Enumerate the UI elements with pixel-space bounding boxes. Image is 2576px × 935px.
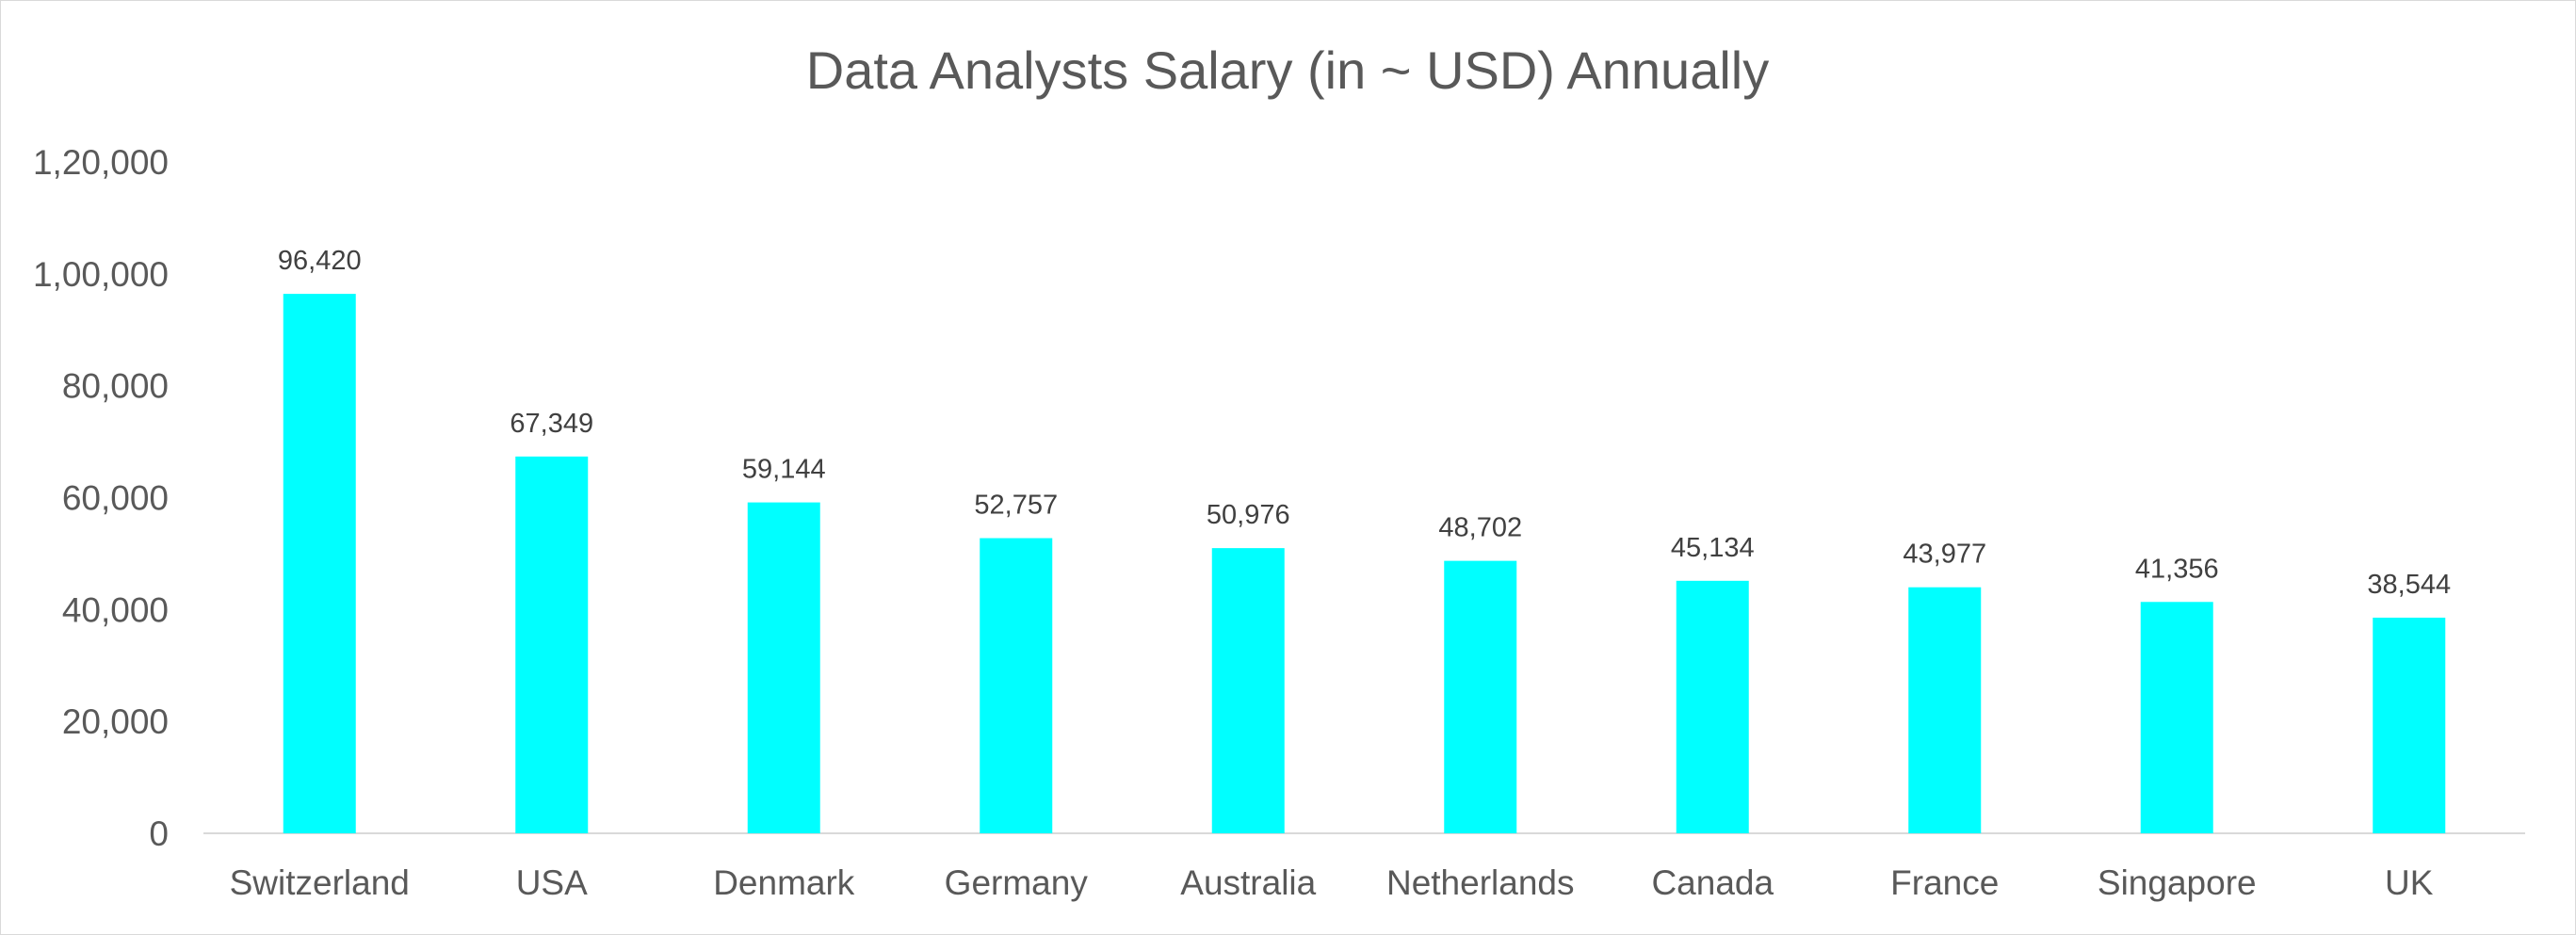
bar-canada [1676, 580, 1749, 833]
bar-switzerland [283, 294, 356, 833]
bar-netherlands [1444, 560, 1517, 833]
bar-denmark [747, 502, 820, 833]
data-label: 43,977 [1903, 540, 1986, 570]
y-tick-label: 80,000 [62, 367, 169, 406]
x-tick-label: UK [2385, 863, 2434, 902]
bar-france [1908, 587, 1982, 833]
x-tick-label: Australia [1180, 863, 1316, 902]
data-labels: 96,420 67,349 59,144 52,757 50,976 48,702 45,1… [278, 246, 2451, 600]
bars [283, 294, 2446, 833]
x-tick-label: USA [516, 863, 588, 902]
data-label: 38,544 [2367, 570, 2451, 600]
bar-uk [2373, 617, 2446, 833]
x-tick-label: France [1890, 863, 1999, 902]
y-tick-label: 0 [149, 814, 169, 853]
y-tick-label: 60,000 [62, 479, 169, 518]
data-label: 41,356 [2135, 554, 2219, 584]
y-tick-label: 40,000 [62, 590, 169, 629]
x-tick-label: Switzerland [230, 863, 410, 902]
bar-germany [980, 538, 1053, 833]
bar-australia [1211, 548, 1285, 833]
x-tick-label: Germany [945, 863, 1089, 902]
bar-singapore [2140, 602, 2213, 833]
x-axis: Switzerland USA Denmark Germany Australia Net… [203, 832, 2525, 902]
data-label: 67,349 [510, 409, 593, 439]
x-tick-label: Singapore [2098, 863, 2257, 902]
data-label: 45,134 [1671, 533, 1755, 563]
chart-title: Data Analysts Salary (in ~ USD) Annually [806, 40, 1769, 100]
y-tick-label: 1,00,000 [33, 255, 169, 294]
data-label: 59,144 [742, 455, 826, 485]
x-tick-label: Netherlands [1386, 863, 1575, 902]
y-tick-label: 20,000 [62, 702, 169, 741]
data-label: 96,420 [278, 246, 362, 276]
bar-usa [515, 456, 589, 833]
data-label: 48,702 [1438, 513, 1522, 543]
x-tick-label: Denmark [713, 863, 855, 902]
data-label: 52,757 [974, 491, 1058, 521]
data-label: 50,976 [1207, 500, 1290, 530]
y-tick-label: 1,20,000 [33, 143, 169, 182]
x-tick-label: Canada [1651, 863, 1774, 902]
y-axis: 0 20,000 40,000 60,000 80,000 1,00,000 1,20,00… [33, 143, 169, 853]
